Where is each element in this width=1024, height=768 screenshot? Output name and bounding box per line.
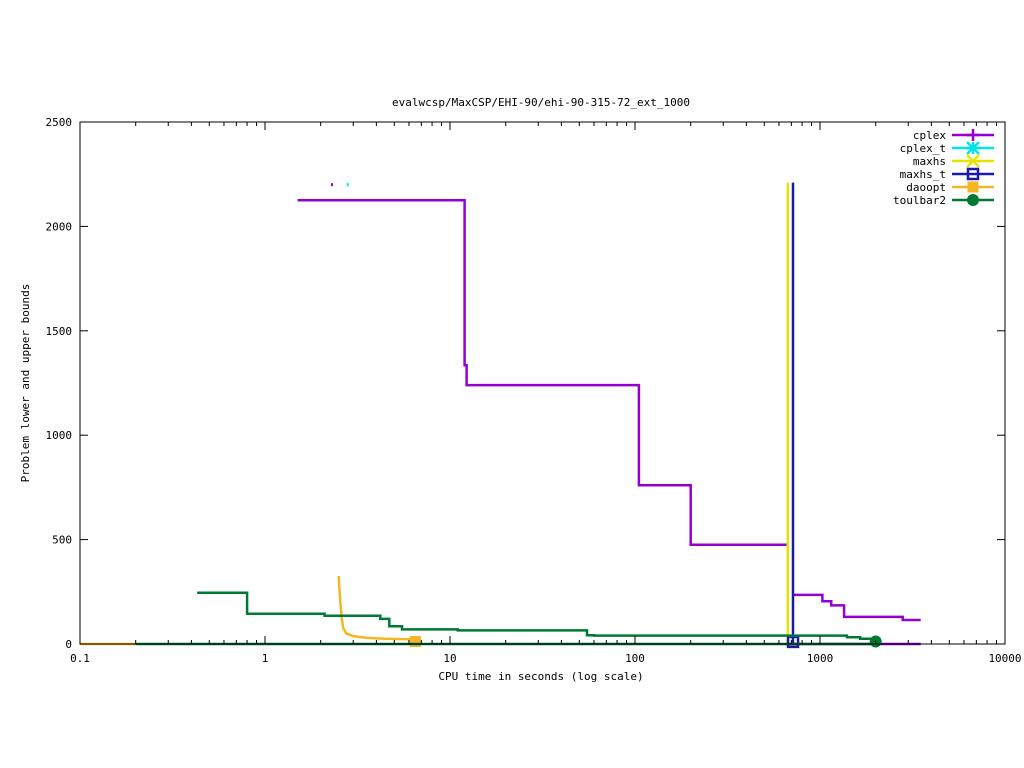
legend-label-cplex_t: cplex_t: [900, 142, 946, 155]
legend-marker-cplex: [967, 129, 979, 141]
y-tick-label-4: 2000: [46, 220, 73, 233]
x-axis-label: CPU time in seconds (log scale): [438, 670, 643, 683]
y-tick-label-0: 0: [65, 638, 72, 651]
x-tick-label-0: 0.1: [70, 652, 90, 665]
legend-label-maxhs: maxhs: [913, 155, 946, 168]
legend-marker-cplex_t: [966, 141, 980, 155]
x-tick-label-5: 10000: [988, 652, 1021, 665]
legend-marker-daoopt-box: [967, 181, 979, 193]
series-point-cplex_t-0: [346, 183, 349, 187]
series-point-daoopt-0-box: [409, 635, 421, 647]
series-toulbar2: [135, 591, 882, 648]
series-line-toulbar2-0: [197, 591, 876, 641]
legend-marker-daoopt: [967, 181, 979, 193]
y-tick-label-3: 1500: [46, 325, 73, 338]
plot-frame: [79, 121, 1006, 645]
series-point-maxhs_t-0: [786, 635, 800, 649]
series-cplex_t: [346, 183, 349, 187]
x-tick-label-4: 1000: [807, 652, 834, 665]
y-tick-label-1: 500: [52, 534, 72, 547]
series-point-maxhs_t-0-box: [786, 635, 800, 649]
series-layer: [80, 182, 921, 649]
legend-marker-maxhs-d2: [966, 154, 980, 168]
x-tick-label-1: 1: [262, 652, 269, 665]
chart-title: evalwcsp/MaxCSP/EHI-90/ehi-90-315-72_ext…: [392, 96, 690, 109]
legend-label-daoopt: daoopt: [906, 181, 946, 194]
legend-marker-maxhs: [966, 154, 980, 168]
legend-marker-maxhs_t: [966, 167, 980, 181]
legend-marker-toulbar2: [967, 194, 979, 206]
series-daoopt: [80, 576, 421, 647]
legend-label-maxhs_t: maxhs_t: [900, 168, 946, 181]
series-cplex: [297, 183, 921, 646]
series-point-cplex-0: [330, 183, 333, 187]
legend-label-toulbar2: toulbar2: [893, 194, 946, 207]
y-tick-label-5: 2500: [46, 116, 73, 129]
y-axis-label: Problem lower and upper bounds: [19, 284, 32, 483]
series-point-daoopt-0: [409, 635, 421, 647]
legend-label-cplex: cplex: [913, 129, 946, 142]
x-tick-label-3: 100: [625, 652, 645, 665]
axis-ticks: 0.1 1 10 100 1000 10000 0 500 1000 1500 2000 2500: [46, 116, 1022, 665]
legend-marker-maxhs_t-box: [966, 167, 980, 181]
legend-marker-toulbar2-dot: [967, 194, 979, 206]
series-line-daoopt-0: [337, 576, 416, 641]
x-tick-label-2: 10: [443, 652, 456, 665]
y-tick-label-2: 1000: [46, 429, 73, 442]
series-line-cplex-1: [793, 593, 921, 622]
series-maxhs_t: [786, 182, 800, 649]
series-line-cplex-0: [297, 199, 789, 547]
